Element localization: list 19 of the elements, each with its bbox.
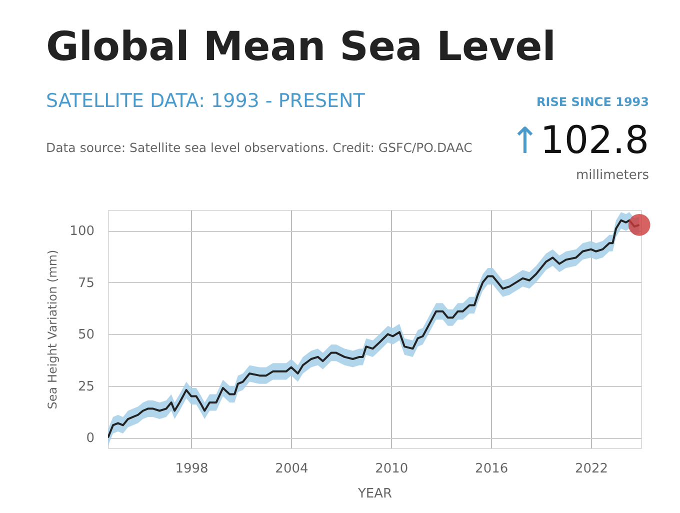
- text: ↑: [510, 121, 540, 162]
- text: millimeters: [576, 168, 650, 183]
- x-tick-label: 1998: [175, 462, 208, 476]
- x-tick-label: 2022: [574, 462, 608, 476]
- source-note: Data source: Satellite sea level observations. Credit: GSFC/PO.DAAC: [46, 140, 473, 155]
- x-tick-label: 2010: [375, 462, 408, 476]
- text: 102.8: [540, 118, 649, 162]
- y-tick-label: 100: [70, 224, 94, 240]
- chart-title: Global Mean Sea Level: [46, 24, 556, 70]
- text: RISE SINCE 1993: [536, 95, 649, 109]
- y-tick-label: 75: [78, 276, 94, 291]
- x-tick-label: 2016: [475, 462, 508, 476]
- y-tick-label: 25: [78, 379, 94, 394]
- x-axis-title: YEAR: [356, 486, 392, 502]
- y-axis-title: Sea Height Variation (mm): [46, 250, 60, 410]
- chart-subtitle: SATELLITE DATA: 1993 - PRESENT: [46, 90, 366, 112]
- y-tick-label: 50: [78, 328, 94, 343]
- x-tick-label: 2004: [275, 462, 308, 476]
- y-tick-label: 0: [86, 431, 94, 446]
